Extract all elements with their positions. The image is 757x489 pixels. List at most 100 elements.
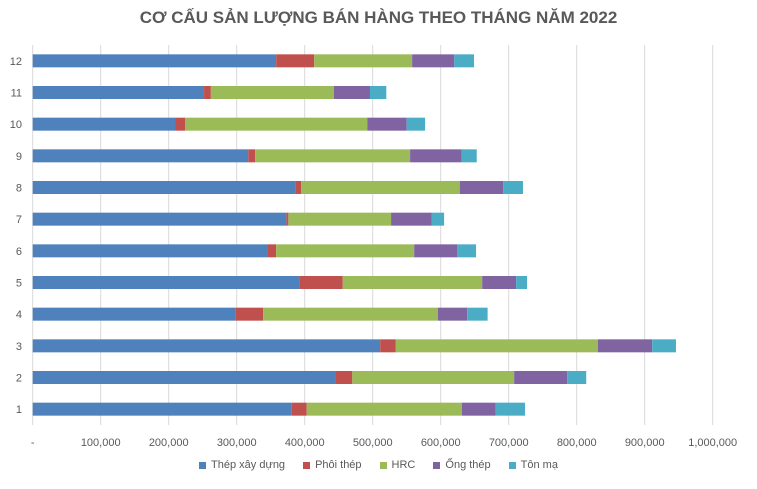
bar-segment xyxy=(32,244,268,258)
legend-item: Thép xây dựng xyxy=(199,459,285,471)
y-tick-label: 6 xyxy=(16,246,22,258)
bar-segment xyxy=(352,371,515,384)
x-tick-label: 100,000 xyxy=(81,437,121,449)
y-tick-label: 10 xyxy=(10,119,22,131)
bar-segment xyxy=(459,181,504,194)
bar-segment xyxy=(286,212,289,226)
bar-segment xyxy=(175,117,186,131)
bar-segment xyxy=(514,371,568,384)
bar-segment xyxy=(495,402,526,416)
bar-segment xyxy=(437,307,468,321)
bar-segment xyxy=(276,54,315,68)
bar-segment xyxy=(335,371,353,384)
legend-label: Thép xây dựng xyxy=(211,459,286,471)
bar-segment xyxy=(652,339,676,353)
bar-segment xyxy=(503,181,523,194)
y-tick-label: 1 xyxy=(16,404,22,416)
legend-item: Tôn mạ xyxy=(508,459,558,471)
bar-segment xyxy=(567,371,587,384)
bar-segment xyxy=(299,276,343,289)
bar-segment xyxy=(412,54,455,68)
bar-segment xyxy=(291,402,307,416)
bar-segment xyxy=(295,181,302,194)
bar-segment xyxy=(32,339,381,353)
y-tick-label: 4 xyxy=(16,309,22,321)
legend-item: Phôi thép xyxy=(303,459,362,471)
y-tick-label: 9 xyxy=(16,151,22,163)
bar-segment xyxy=(342,276,483,289)
bar-segment xyxy=(204,86,211,99)
x-tick-label: 900,000 xyxy=(625,437,665,449)
bar-segment xyxy=(210,86,334,99)
bar-segment xyxy=(32,54,277,68)
bar-segment xyxy=(414,244,458,258)
bar-segment xyxy=(391,212,432,226)
x-tick-label: 600,000 xyxy=(421,437,461,449)
legend-item: Ống thép xyxy=(433,459,491,471)
legend-swatch xyxy=(508,461,516,469)
legend-label: Phôi thép xyxy=(315,459,362,471)
bar-segment xyxy=(32,276,300,289)
legend-label: Tôn mạ xyxy=(520,459,558,471)
bar-segment xyxy=(248,149,256,163)
bar-segment xyxy=(410,149,462,163)
bar-segment xyxy=(431,212,445,226)
bar-segment xyxy=(406,117,426,131)
bar-segment xyxy=(314,54,413,68)
bar-segment xyxy=(380,339,396,353)
y-tick-label: 2 xyxy=(16,373,22,385)
bar-segment xyxy=(461,402,496,416)
bar-segment xyxy=(32,181,296,194)
bar-segment xyxy=(367,117,407,131)
bar-segment xyxy=(301,181,460,194)
bar-segment xyxy=(32,117,176,131)
legend-swatch xyxy=(379,461,387,469)
y-tick-label: 8 xyxy=(16,183,22,195)
bar-segment xyxy=(32,212,287,226)
legend-label: HRC xyxy=(391,459,416,471)
x-tick-label: 1,000,000 xyxy=(688,437,737,449)
chart-title: CƠ CẤU SẢN LƯỢNG BÁN HÀNG THEO THÁNG NĂM… xyxy=(139,8,618,27)
bar-segment xyxy=(32,371,336,384)
x-tick-label: 500,000 xyxy=(353,437,393,449)
y-tick-label: 11 xyxy=(11,88,22,100)
bar-segment xyxy=(369,86,387,99)
bar-segment xyxy=(461,149,477,163)
x-tick-label: - xyxy=(31,437,35,449)
bar-segment xyxy=(395,339,598,353)
legend-swatch xyxy=(433,461,441,469)
bar-segment xyxy=(32,402,292,416)
bar-segment xyxy=(457,244,477,258)
bar-segment xyxy=(32,149,249,163)
y-tick-label: 12 xyxy=(10,56,22,68)
bar-segment xyxy=(263,307,438,321)
y-tick-label: 3 xyxy=(16,341,22,353)
y-tick-label: 7 xyxy=(16,214,22,226)
legend-swatch xyxy=(303,461,311,469)
bar-segment xyxy=(597,339,653,353)
legend-item: HRC xyxy=(379,459,416,471)
bar-segment xyxy=(32,86,205,99)
x-tick-label: 200,000 xyxy=(149,437,189,449)
bar-segment xyxy=(185,117,368,131)
bar-segment xyxy=(276,244,415,258)
x-tick-label: 400,000 xyxy=(285,437,325,449)
bar-segment xyxy=(467,307,488,321)
bar-segment xyxy=(516,276,528,289)
bar-segment xyxy=(454,54,475,68)
bar-segment xyxy=(333,86,370,99)
bar-segment xyxy=(255,149,411,163)
bar-segment xyxy=(482,276,517,289)
x-tick-label: 300,000 xyxy=(217,437,257,449)
legend-label: Ống thép xyxy=(445,459,491,471)
legend-swatch xyxy=(199,461,207,469)
legend: Thép xây dựng Phôi thép HRC Ống thép Tôn mạ xyxy=(0,459,757,471)
y-tick-label: 5 xyxy=(16,278,22,290)
bar-segment xyxy=(306,402,462,416)
x-tick-label: 700,000 xyxy=(489,437,529,449)
bar-segment xyxy=(267,244,277,258)
x-tick-label: 800,000 xyxy=(557,437,597,449)
bar-segment xyxy=(32,307,236,321)
